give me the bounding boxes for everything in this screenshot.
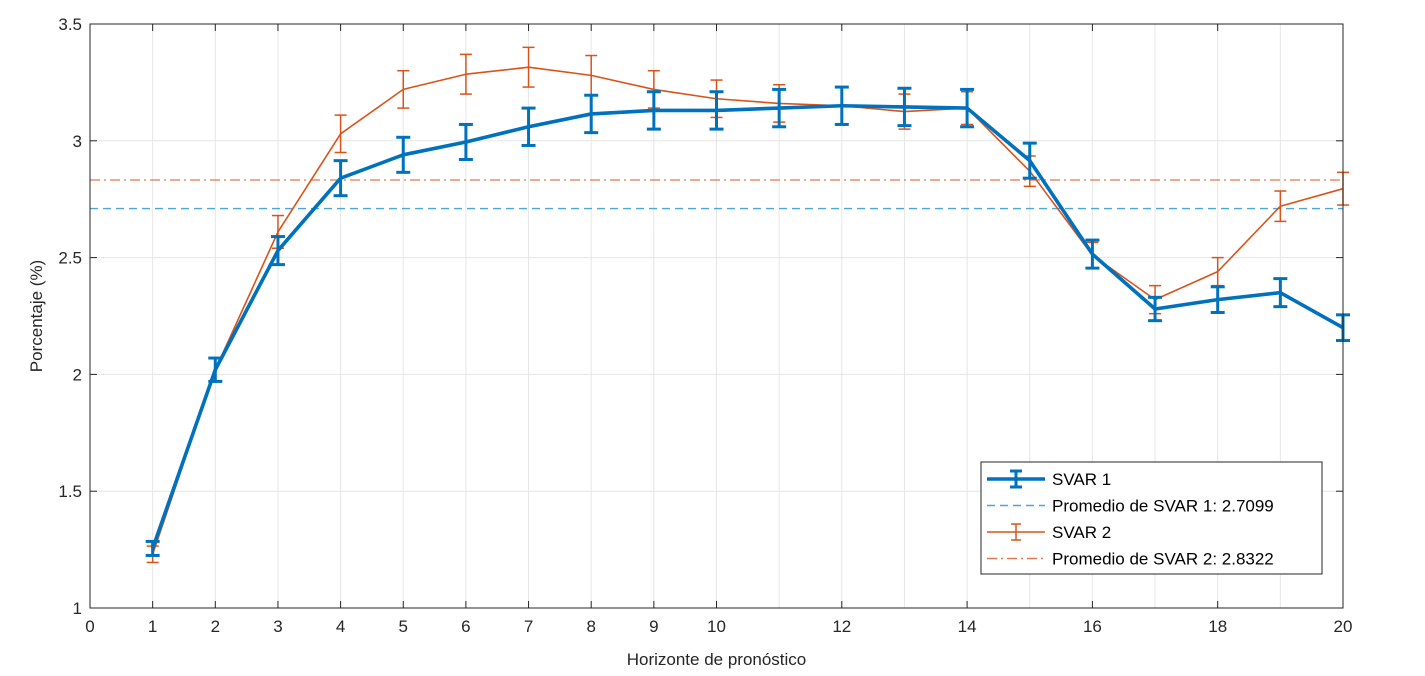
error-bar: [522, 46, 535, 88]
x-tick-label: 18: [1208, 617, 1227, 636]
x-tick-label: 0: [85, 617, 94, 636]
y-tick-label: 2.5: [58, 249, 82, 268]
y-tick-label: 2: [73, 365, 82, 384]
legend-label: Promedio de SVAR 1: 2.7099: [1052, 497, 1274, 516]
error-bar: [334, 114, 347, 154]
error-bar: [897, 86, 912, 128]
series-line: [151, 66, 1344, 555]
error-bar: [709, 90, 724, 131]
error-bar: [521, 106, 536, 147]
y-axis-label: Porcentaje (%): [27, 260, 46, 372]
error-bar: [333, 159, 348, 198]
error-bar: [1211, 256, 1224, 287]
x-tick-label: 12: [832, 617, 851, 636]
x-tick-label: 14: [958, 617, 977, 636]
x-tick-label: 5: [399, 617, 408, 636]
legend-item: Promedio de SVAR 2: 2.8322: [987, 550, 1274, 569]
legend-item: SVAR 2: [987, 523, 1111, 542]
series-line: [150, 103, 1344, 550]
x-axis-label: Horizonte de pronóstico: [627, 650, 807, 669]
y-tick-label: 3.5: [58, 15, 82, 34]
legend-label: Promedio de SVAR 2: 2.8322: [1052, 550, 1274, 569]
y-tick-label: 1.5: [58, 482, 82, 501]
x-tick-label: 6: [461, 617, 470, 636]
error-bar: [1210, 285, 1225, 314]
x-tick-label: 7: [524, 617, 533, 636]
legend-item: Promedio de SVAR 1: 2.7099: [987, 497, 1274, 516]
error-bar: [646, 90, 661, 131]
error-bar: [1273, 277, 1288, 309]
error-bar: [1148, 295, 1163, 323]
error-bar: [960, 87, 975, 129]
error-bar: [459, 53, 472, 95]
error-bar: [396, 135, 411, 174]
error-bar: [1022, 141, 1037, 180]
average-lines: [90, 179, 1343, 210]
x-tick-label: 3: [273, 617, 282, 636]
error-bar: [397, 69, 410, 109]
error-bar: [145, 539, 160, 557]
y-tick-label: 3: [73, 132, 82, 151]
error-bar: [208, 356, 223, 383]
x-tick-label: 16: [1083, 617, 1102, 636]
legend-item: SVAR 1: [987, 469, 1111, 489]
x-tick-label: 8: [586, 617, 595, 636]
x-tick-label: 10: [707, 617, 726, 636]
x-tick-label: 9: [649, 617, 658, 636]
x-tick-label: 4: [336, 617, 345, 636]
error-bar: [1085, 238, 1100, 270]
error-bar: [584, 93, 599, 135]
x-tick-label: 1: [148, 617, 157, 636]
y-tick-label: 1: [73, 599, 82, 618]
error-bar: [772, 87, 787, 129]
error-bar: [1274, 190, 1287, 223]
error-bar: [458, 122, 473, 161]
x-tick-label: 20: [1334, 617, 1353, 636]
error-bar: [270, 235, 285, 267]
legend: SVAR 1 Promedio de SVAR 1: 2.7099 SVAR 2 Pr…: [980, 461, 1323, 575]
x-tick-label: 2: [211, 617, 220, 636]
legend-label: SVAR 2: [1052, 523, 1111, 542]
error-bar: [834, 85, 849, 126]
legend-label: SVAR 1: [1052, 470, 1111, 489]
